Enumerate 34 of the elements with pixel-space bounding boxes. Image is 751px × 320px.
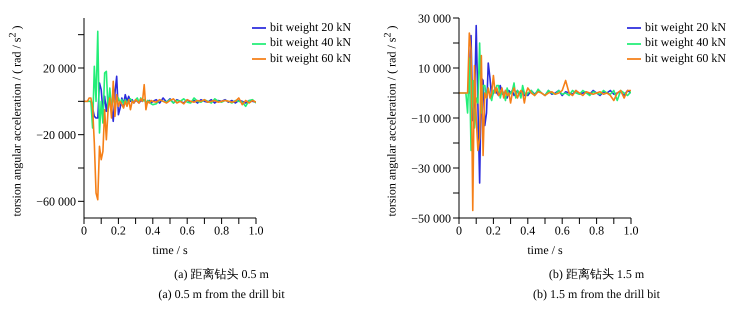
y-tick-label: −20 000 (36, 128, 76, 142)
x-tick-label: 0.6 (554, 224, 570, 238)
y-tick-label: 20 000 (43, 61, 76, 76)
x-tick-label: 0.2 (486, 224, 501, 238)
x-tick-label: 0.4 (145, 224, 160, 238)
legend-label: bit weight 60 kN (645, 50, 726, 64)
text: (a) 距离钻头 0.5 m (173, 266, 270, 283)
x-axis-title: time / s (152, 243, 188, 257)
legend-label: bit weight 60 kN (270, 50, 351, 64)
x-tick-label: 0.8 (214, 224, 230, 238)
x-tick-label: 0.8 (589, 224, 604, 238)
line-series (84, 80, 256, 200)
legend-label: bit weight 20 kN (645, 20, 726, 34)
x-tick-label: 0 (81, 224, 87, 238)
text: (a) 0.5 m from the drill bit (157, 287, 286, 302)
x-tick-label: 1.0 (248, 224, 264, 238)
y-tick-label: 10 000 (418, 61, 451, 76)
text: (b) 1.5 m from the drill bit (532, 287, 661, 302)
y-tick-label: −50 000 (411, 211, 451, 226)
x-tick-label: 0.2 (110, 224, 126, 238)
text: (b) 距离钻头 1.5 m (548, 266, 646, 283)
x-tick-label: 1.0 (624, 224, 638, 238)
y-tick-label: −30 000 (411, 161, 451, 176)
x-axis-title: time / s (527, 243, 563, 257)
y-tick-label: −60 000 (36, 194, 76, 209)
x-tick-label: 0.4 (520, 224, 536, 238)
legend-label: bit weight 40 kN (270, 35, 351, 50)
x-tick-label: 0.6 (180, 224, 195, 238)
x-tick-label: 0 (456, 224, 462, 238)
line-series (459, 32, 631, 212)
y-tick-label: −10 000 (411, 111, 451, 126)
legend-label: bit weight 40 kN (645, 35, 726, 50)
legend-label: bit weight 20 kN (270, 20, 351, 34)
y-tick-label: 30 000 (418, 11, 451, 26)
